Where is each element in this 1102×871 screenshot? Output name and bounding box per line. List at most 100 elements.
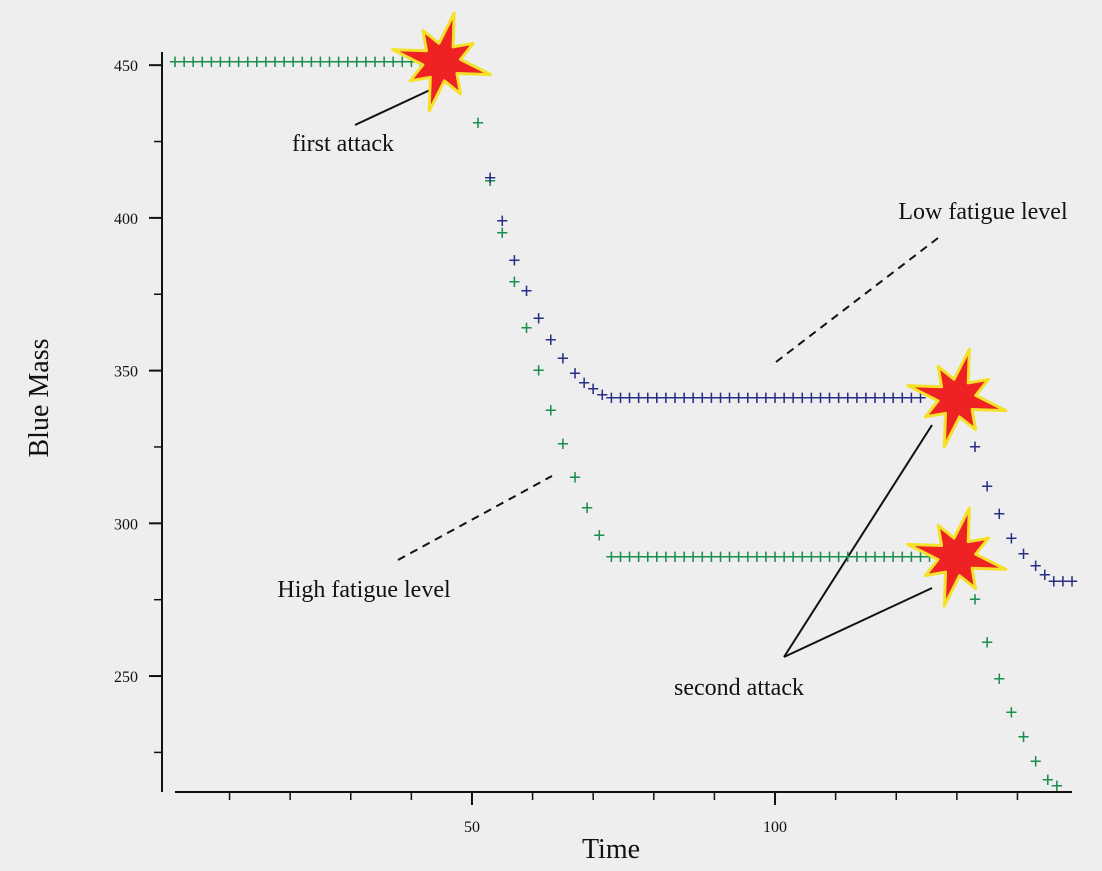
low-fatigue-point: + bbox=[981, 474, 994, 499]
low-fatigue-point: + bbox=[544, 327, 557, 352]
high-fatigue-point: + bbox=[241, 49, 254, 74]
second-attack-label: second attack bbox=[674, 675, 804, 701]
low-fatigue-point: + bbox=[751, 385, 764, 410]
high-fatigue-point: + bbox=[851, 544, 864, 569]
high-fatigue-point: + bbox=[557, 431, 570, 456]
high-fatigue-point: + bbox=[278, 49, 291, 74]
high-fatigue-point: + bbox=[369, 49, 382, 74]
low-fatigue-point: + bbox=[557, 345, 570, 370]
high-fatigue-point: + bbox=[378, 49, 391, 74]
high-fatigue-series: ++++++++++++++++++++++++++++++++++++++++… bbox=[169, 49, 1063, 798]
high-fatigue-point: + bbox=[732, 544, 745, 569]
high-fatigue-point: + bbox=[1051, 773, 1064, 798]
low-fatigue-point: + bbox=[778, 385, 791, 410]
high-fatigue-point: + bbox=[841, 544, 854, 569]
high-fatigue-leader bbox=[397, 475, 553, 561]
low-fatigue-point: + bbox=[532, 306, 545, 331]
high-fatigue-point: + bbox=[823, 544, 836, 569]
first-attack-leader bbox=[354, 89, 431, 126]
high-fatigue-point: + bbox=[1017, 724, 1030, 749]
high-fatigue-point: + bbox=[641, 544, 654, 569]
low-fatigue-point: + bbox=[705, 385, 718, 410]
low-fatigue-point: + bbox=[860, 385, 873, 410]
low-fatigue-leader bbox=[775, 237, 939, 363]
low-fatigue-point: + bbox=[969, 434, 982, 459]
y-tick-label: 350 bbox=[114, 364, 138, 381]
high-fatigue-point: + bbox=[341, 49, 354, 74]
first-attack-explosion bbox=[391, 11, 493, 113]
low-fatigue-point: + bbox=[1029, 553, 1042, 578]
second-attack-explosion-high bbox=[906, 506, 1008, 608]
high-fatigue-point: + bbox=[314, 49, 327, 74]
high-fatigue-point: + bbox=[260, 49, 273, 74]
low-fatigue-point: + bbox=[660, 385, 673, 410]
high-fatigue-point: + bbox=[705, 544, 718, 569]
high-fatigue-point: + bbox=[305, 49, 318, 74]
low-fatigue-series: ++++++++++++++++++++++++++++++++++++++++… bbox=[484, 165, 1078, 593]
high-fatigue-point: + bbox=[969, 587, 982, 612]
second-attack-leader-high bbox=[783, 587, 933, 658]
explosion-layer bbox=[391, 11, 1008, 608]
low-fatigue-point: + bbox=[596, 382, 609, 407]
high-fatigue-point: + bbox=[814, 544, 827, 569]
high-fatigue-point: + bbox=[520, 315, 533, 340]
y-tick-label: 250 bbox=[114, 669, 138, 686]
high-fatigue-point: + bbox=[178, 49, 191, 74]
high-fatigue-point: + bbox=[614, 544, 627, 569]
high-fatigue-point: + bbox=[787, 544, 800, 569]
low-fatigue-point: + bbox=[651, 385, 664, 410]
low-fatigue-point: + bbox=[878, 385, 891, 410]
high-fatigue-point: + bbox=[296, 49, 309, 74]
high-fatigue-point: + bbox=[869, 544, 882, 569]
high-fatigue-point: + bbox=[678, 544, 691, 569]
low-fatigue-point: + bbox=[641, 385, 654, 410]
high-fatigue-point: + bbox=[251, 49, 264, 74]
high-fatigue-point: + bbox=[993, 666, 1006, 691]
low-fatigue-point: + bbox=[714, 385, 727, 410]
low-fatigue-point: + bbox=[1038, 562, 1051, 587]
high-fatigue-point: + bbox=[569, 465, 582, 490]
high-fatigue-point: + bbox=[187, 49, 200, 74]
low-fatigue-point: + bbox=[614, 385, 627, 410]
high-fatigue-point: + bbox=[832, 544, 845, 569]
high-fatigue-point: + bbox=[323, 49, 336, 74]
high-fatigue-point: + bbox=[632, 544, 645, 569]
low-fatigue-point: + bbox=[678, 385, 691, 410]
high-fatigue-point: + bbox=[205, 49, 218, 74]
high-fatigue-point: + bbox=[696, 544, 709, 569]
series-layer: ++++++++++++++++++++++++++++++++++++++++… bbox=[169, 49, 1079, 798]
second-attack-explosion-low bbox=[906, 347, 1008, 449]
ticks bbox=[149, 64, 1019, 805]
high-fatigue-point: + bbox=[508, 269, 521, 294]
low-fatigue-point: + bbox=[696, 385, 709, 410]
high-fatigue-point: + bbox=[751, 544, 764, 569]
low-fatigue-point: + bbox=[823, 385, 836, 410]
low-fatigue-point: + bbox=[814, 385, 827, 410]
low-fatigue-label: Low fatigue level bbox=[898, 199, 1068, 225]
low-fatigue-point: + bbox=[841, 385, 854, 410]
x-axis-title: Time bbox=[582, 834, 640, 865]
low-fatigue-point: + bbox=[496, 208, 509, 233]
high-fatigue-point: + bbox=[796, 544, 809, 569]
high-fatigue-point: + bbox=[805, 544, 818, 569]
high-fatigue-label: High fatigue level bbox=[277, 577, 451, 603]
high-fatigue-point: + bbox=[878, 544, 891, 569]
high-fatigue-point: + bbox=[860, 544, 873, 569]
second-attack-leader-low bbox=[783, 424, 933, 658]
high-fatigue-point: + bbox=[981, 629, 994, 654]
low-fatigue-point: + bbox=[832, 385, 845, 410]
low-fatigue-point: + bbox=[732, 385, 745, 410]
low-fatigue-point: + bbox=[805, 385, 818, 410]
low-fatigue-point: + bbox=[993, 501, 1006, 526]
y-tick-label: 300 bbox=[114, 516, 138, 533]
low-fatigue-point: + bbox=[669, 385, 682, 410]
x-tick-label: 100 bbox=[763, 819, 787, 836]
low-fatigue-point: + bbox=[1066, 568, 1079, 593]
high-fatigue-point: + bbox=[269, 49, 282, 74]
low-fatigue-point: + bbox=[508, 248, 521, 273]
high-fatigue-point: + bbox=[360, 49, 373, 74]
high-fatigue-point: + bbox=[769, 544, 782, 569]
leader-lines bbox=[354, 89, 939, 658]
high-fatigue-point: + bbox=[287, 49, 300, 74]
